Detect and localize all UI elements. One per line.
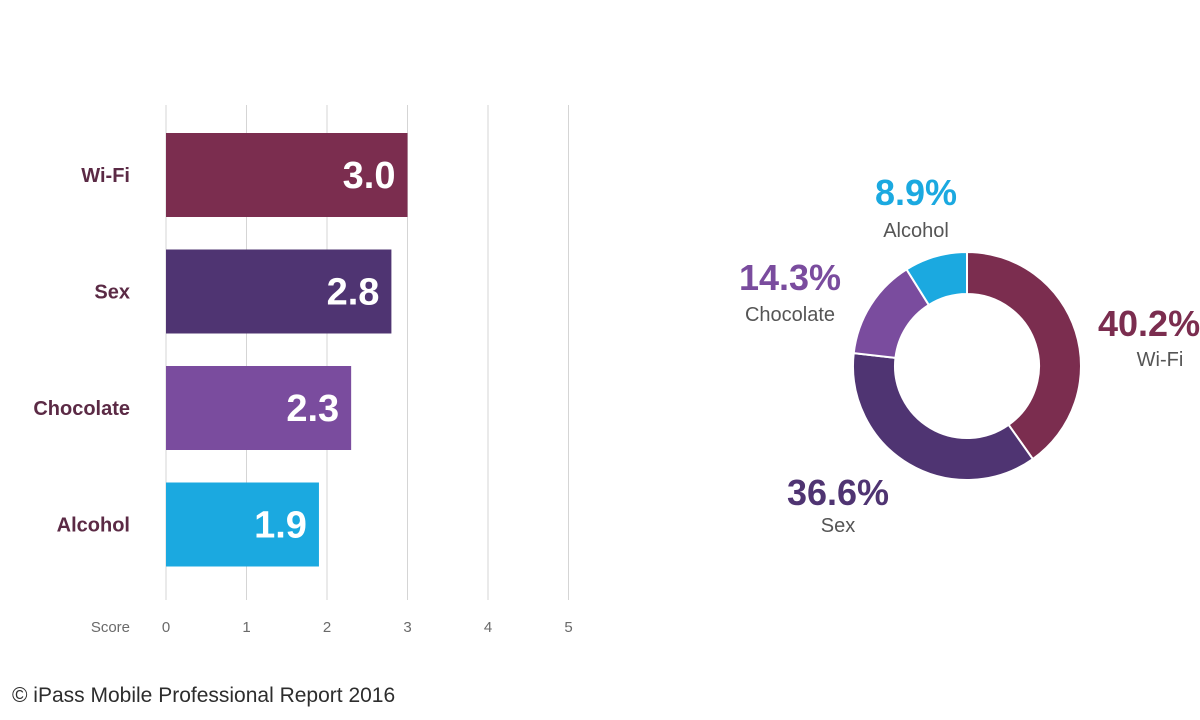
bar-marks: 3.0 Wi-Fi 2.8 Sex 2.3 Chocolate 1.9 Alcohol bbox=[33, 133, 408, 567]
donut-labels: 40.2% Wi-Fi 36.6%Sex 14.3% Chocolate 8.9% Alco… bbox=[739, 172, 1200, 537]
donut-slice bbox=[905, 250, 968, 307]
bar bbox=[166, 366, 352, 450]
x-tick-label: 0 bbox=[162, 619, 170, 636]
slice-name-label: Wi-Fi bbox=[1137, 349, 1184, 371]
slice-percent-label: 40.2% bbox=[1098, 303, 1200, 344]
x-tick-label: 3 bbox=[403, 619, 411, 636]
x-tick-label: 4 bbox=[484, 619, 492, 636]
bar bbox=[166, 482, 319, 567]
donut-slice bbox=[852, 352, 1035, 481]
donut-slice bbox=[966, 250, 1082, 461]
bar-value-label: 3.0 bbox=[343, 155, 396, 197]
bar bbox=[166, 249, 392, 334]
x-tick-label: 1 bbox=[242, 619, 250, 636]
slice-name-label: Sex bbox=[821, 515, 855, 537]
slice-percent-label: 8.9% bbox=[875, 172, 957, 213]
x-axis-label: Score bbox=[91, 619, 130, 636]
category-label: Wi-Fi bbox=[81, 165, 130, 187]
slice-percent-label: 36.6% bbox=[787, 472, 889, 513]
category-label: Chocolate bbox=[33, 398, 130, 420]
bar-value-label: 1.9 bbox=[254, 505, 307, 547]
copyright-notice: © iPass Mobile Professional Report 2016 bbox=[12, 684, 396, 707]
bar-value-label: 2.8 bbox=[327, 272, 380, 314]
slice-percent-label: 14.3% bbox=[739, 257, 841, 298]
slice-name-label: Alcohol bbox=[883, 220, 949, 242]
donut-chart: 40.2% Wi-Fi 36.6%Sex 14.3% Chocolate 8.9% Alco… bbox=[739, 172, 1200, 537]
bar-ticks: 0 1 2 3 4 5 Score bbox=[91, 619, 573, 636]
category-label: Sex bbox=[94, 282, 130, 304]
x-tick-label: 5 bbox=[564, 619, 572, 636]
bar bbox=[166, 133, 408, 217]
x-tick-label: 2 bbox=[323, 619, 331, 636]
bar-value-label: 2.3 bbox=[286, 388, 339, 430]
category-label: Alcohol bbox=[57, 515, 130, 537]
slice-name-label: Chocolate bbox=[745, 304, 835, 326]
donut-slices bbox=[852, 250, 1082, 481]
bar-chart: 3.0 Wi-Fi 2.8 Sex 2.3 Chocolate 1.9 Alcohol 0 1 2… bbox=[33, 105, 573, 636]
